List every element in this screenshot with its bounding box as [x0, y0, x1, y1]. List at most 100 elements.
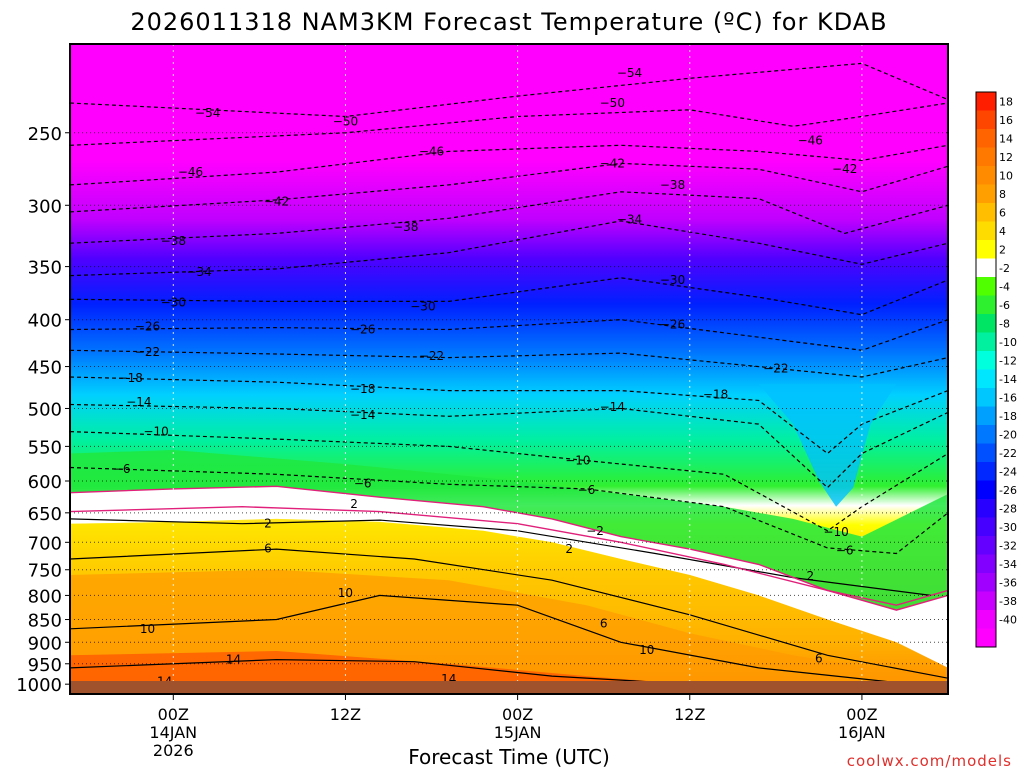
colorbar-swatch [976, 314, 996, 333]
colorbar-label: -32 [999, 539, 1017, 552]
colorbar-label: -24 [999, 465, 1017, 478]
contour-positive [70, 548, 948, 679]
contour-label: 2 [806, 569, 814, 583]
colorbar-swatch [976, 610, 996, 629]
colorbar: 18 16 14 12 10 8 6 4 2 -2 -4 -6 -8 -10 -12 -14 -16 -18 -20… [975, 91, 1017, 648]
x-tick-label: 2026 [153, 741, 194, 760]
contour-label: 6 [264, 542, 272, 556]
colorbar-label: -2 [999, 262, 1010, 275]
x-tick-label: 14JAN [149, 723, 197, 742]
contour-negative [70, 62, 948, 118]
colorbar-label: -12 [999, 354, 1017, 367]
y-tick-label: 600 [28, 472, 62, 493]
chart-title: 2026011318 NAM3KM Forecast Temperature (… [130, 8, 887, 36]
colorbar-swatch [976, 110, 996, 130]
contour-label: −26 [660, 318, 685, 332]
y-tick-label: 250 [28, 124, 62, 145]
y-tick-label: 350 [28, 258, 62, 279]
colorbar-swatch [976, 184, 996, 204]
y-tick-label: 900 [28, 633, 62, 654]
colorbar-swatch [976, 147, 996, 167]
contour-negative [70, 220, 948, 277]
colorbar-swatch [976, 277, 996, 296]
colorbar-label: -26 [999, 484, 1017, 497]
colorbar-label: 4 [999, 225, 1006, 238]
colorbar-swatch [976, 573, 996, 592]
colorbar-swatch [976, 129, 996, 148]
contour-label: 2 [565, 542, 573, 556]
contour-label: −22 [135, 345, 160, 359]
contour-label: −30 [410, 300, 435, 314]
ground-bar [70, 681, 948, 694]
y-tick-label: 550 [28, 437, 62, 458]
contour-label: −42 [264, 194, 289, 208]
contour-label: −14 [600, 400, 625, 414]
contour-label: −22 [763, 361, 788, 375]
colorbar-label: -4 [999, 280, 1010, 293]
contour-label: −26 [350, 323, 375, 337]
contour-label: −46 [798, 134, 823, 148]
contour-label: 10 [639, 643, 654, 657]
contour-label: −26 [135, 320, 160, 334]
colorbar-swatch [976, 203, 996, 222]
contour-label: −38 [161, 234, 186, 248]
contour-label: −18 [703, 388, 728, 402]
contour-negative [70, 144, 948, 186]
contour-label: −18 [350, 382, 375, 396]
colorbar-swatch [976, 480, 996, 500]
contour-label: 2 [350, 497, 358, 511]
colorbar-swatch [976, 536, 996, 555]
colorbar-swatch [976, 406, 996, 426]
contour-label: −34 [617, 213, 642, 227]
colorbar-label: -14 [999, 373, 1017, 386]
contour-label: −14 [126, 395, 151, 409]
colorbar-swatch [976, 221, 996, 241]
colorbar-swatch [976, 240, 996, 259]
contour-negative [70, 376, 948, 455]
colorbar-label: -6 [999, 299, 1010, 312]
colorbar-label: -16 [999, 391, 1017, 404]
contour-label: −6 [113, 462, 131, 476]
colorbar-label: 2 [999, 243, 1006, 256]
colorbar-label: 12 [999, 151, 1013, 164]
contour-label: −6 [836, 544, 854, 558]
contour-label: −18 [118, 371, 143, 385]
contour-label: −50 [333, 114, 358, 128]
colorbar-label: -40 [999, 613, 1017, 626]
contour-label: −54 [195, 106, 220, 120]
colorbar-label: -20 [999, 428, 1017, 441]
colorbar-label: 16 [999, 114, 1013, 127]
colorbar-label: 14 [999, 132, 1013, 145]
contour-label: 10 [338, 586, 353, 600]
colorbar-label: -34 [999, 558, 1017, 571]
contour-label: −10 [565, 454, 590, 468]
x-tick-label: 00Z [502, 705, 533, 724]
colorbar-swatch [976, 166, 996, 185]
contour-label: −38 [393, 220, 418, 234]
colorbar-label: 8 [999, 188, 1006, 201]
contour-negative [70, 191, 948, 244]
plot-frame [69, 43, 949, 695]
contour-label: −46 [419, 144, 444, 158]
credit-text: coolwx.com/models [847, 752, 1012, 768]
colorbar-label: -8 [999, 317, 1010, 330]
colorbar-label: -36 [999, 576, 1017, 589]
colorbar-swatch [976, 628, 996, 648]
contour-label: 6 [815, 652, 823, 666]
contour-label: −22 [419, 349, 444, 363]
colorbar-swatch [976, 554, 996, 574]
y-tick-label: 400 [28, 311, 62, 332]
colorbar-swatch [976, 462, 996, 481]
contour-negative [70, 277, 948, 316]
contour-label: −42 [832, 162, 857, 176]
contour-label: −10 [143, 425, 168, 439]
y-tick-label: 500 [28, 399, 62, 420]
contour-negative [70, 102, 948, 146]
contour-label: 2 [264, 517, 272, 531]
x-tick-label: 12Z [330, 705, 361, 724]
x-tick-label: 16JAN [838, 723, 886, 742]
colorbar-swatch [976, 388, 996, 407]
colorbar-frame [975, 91, 997, 648]
colorbar-swatch [976, 258, 996, 278]
